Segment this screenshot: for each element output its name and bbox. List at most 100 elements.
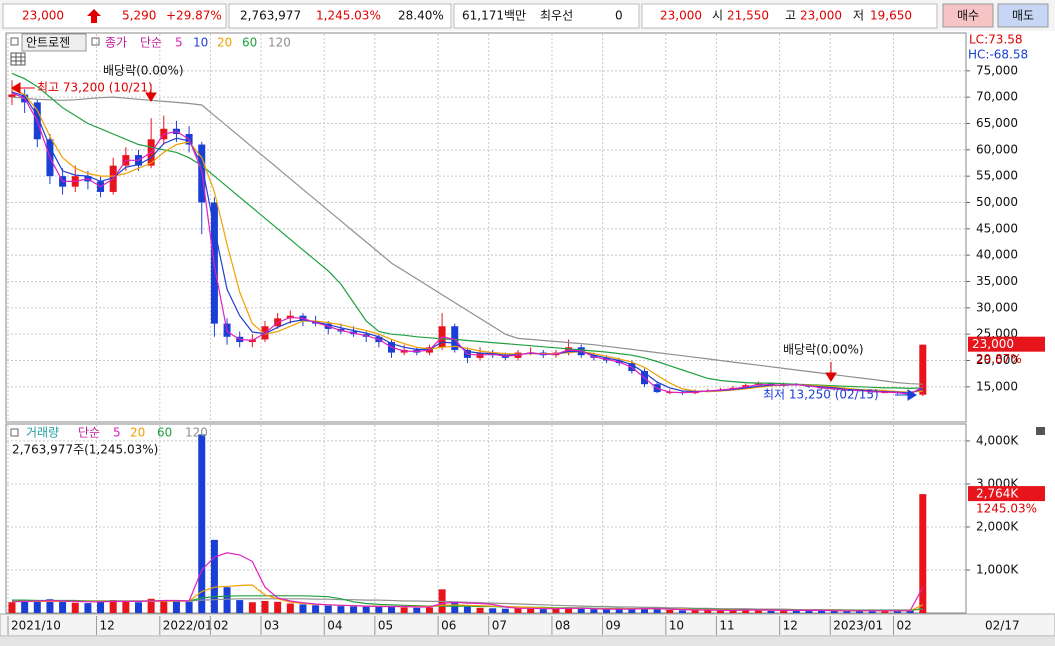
annotation-arrow [895,389,917,401]
x-tick-label: 12 [100,619,115,633]
change-rate: +29.87% [166,9,222,23]
volume-bar [716,610,724,613]
x-tick-label: 07 [492,619,507,633]
quote-box [228,3,452,29]
volume-bar [691,609,699,613]
y-tick-label: 60,000 [976,142,1018,156]
x-tick-label: 03 [264,619,279,633]
volume-bar [615,609,623,613]
high-label: 고 [785,9,796,23]
legend-box [10,37,19,46]
price-label: 종가 [105,36,127,50]
volume-bar [868,611,876,613]
volume-bar [375,606,383,613]
y-tick-label: 50,000 [976,195,1018,209]
volume-bar [792,610,800,613]
x-tick-label: 08 [555,619,570,633]
annotation: 최고 73,200 (10/21) [37,81,153,95]
volume-bar [413,607,421,613]
annotation-arrow [145,84,157,102]
x-tick-label: 2022/01 [163,619,213,633]
volume-bar [299,604,307,613]
price-tag-label: 23,000 [972,337,1014,351]
legend-box [91,37,100,46]
legend-entry: 5 [175,36,183,50]
x-tick-label: 11 [719,619,734,633]
volume-bar [71,602,79,613]
volume-bar [729,609,737,613]
volume-bar [109,600,117,613]
volume-bar [248,602,256,613]
volume-bar [172,600,180,613]
current: 23,000 [660,9,702,23]
x-axis-bar [0,613,1055,637]
legend-entry: 20 [130,426,145,440]
volume-bar [185,601,193,613]
legend-entry: 120 [185,426,208,440]
panel-button[interactable] [1036,427,1045,435]
y-tick-label: 55,000 [976,169,1018,183]
annotation-arrow [11,82,35,94]
volume-bar [122,601,130,613]
x-tick-label: 05 [378,619,393,633]
y-tick-label: 15,000 [976,379,1018,393]
volume-bar [767,610,775,613]
y-tick-label: 45,000 [976,221,1018,235]
volume-bar [678,610,686,613]
buy-button[interactable] [942,3,994,28]
volume: 2,763,977 [240,9,301,23]
legend-entry: 120 [268,36,291,50]
candle-body [919,344,927,395]
volume-bar [514,608,522,613]
open: 21,550 [727,9,769,23]
x-tick-label: 2021/10 [11,619,61,633]
volume-bar [489,608,497,613]
volume-bar [539,609,547,613]
legend-entry: 60 [157,426,172,440]
y-tick-label: 40,000 [976,248,1018,262]
volume-bar [590,609,598,613]
grid-layer [7,34,965,612]
ma-line [11,552,924,612]
volume-tag [968,486,1045,502]
legend-entry: 5 [113,426,121,440]
volume-bar [856,610,864,613]
volume-bar [463,606,471,613]
marks-layer [8,72,927,613]
volume-bar [210,539,218,613]
buy-label[interactable]: 매수 [957,9,979,23]
y-tick-label: 30,000 [976,300,1018,314]
volume-bar [274,601,282,613]
stock-name[interactable]: 안트로젠 [26,36,70,50]
volume-info: 2,763,977주(1,245.03%) [12,443,158,457]
up-arrow-icon [87,9,101,23]
toolbar [0,637,1055,646]
low: 19,650 [870,9,912,23]
volume-bar [236,600,244,613]
stock-name-button[interactable] [21,33,87,52]
volume-bar [666,609,674,613]
y-tick-label: 75,000 [976,63,1018,77]
volume-bar [527,608,535,613]
sell-button[interactable] [997,3,1049,28]
y-tick-label: 35,000 [976,274,1018,288]
volume-bar [21,600,29,613]
volume-bar [324,605,332,613]
volume-bar [337,606,345,613]
quote-box [453,3,640,29]
y-tick-label: 65,000 [976,116,1018,130]
x-tick-label: 06 [441,619,456,633]
volume-bar [160,600,168,613]
ma-label: 단순 [140,36,162,50]
volume-bar [830,610,838,613]
x-tick-label: 04 [327,619,342,633]
sell-label[interactable]: 매도 [1012,9,1034,23]
volume-bar [754,609,762,613]
table-icon[interactable] [10,52,26,66]
volume-bar [780,610,788,613]
volume-bar [628,608,636,613]
annotation-arrow [825,362,837,382]
hc-label: HC:-68.58 [968,48,1028,62]
y-tick-label: 70,000 [976,90,1018,104]
